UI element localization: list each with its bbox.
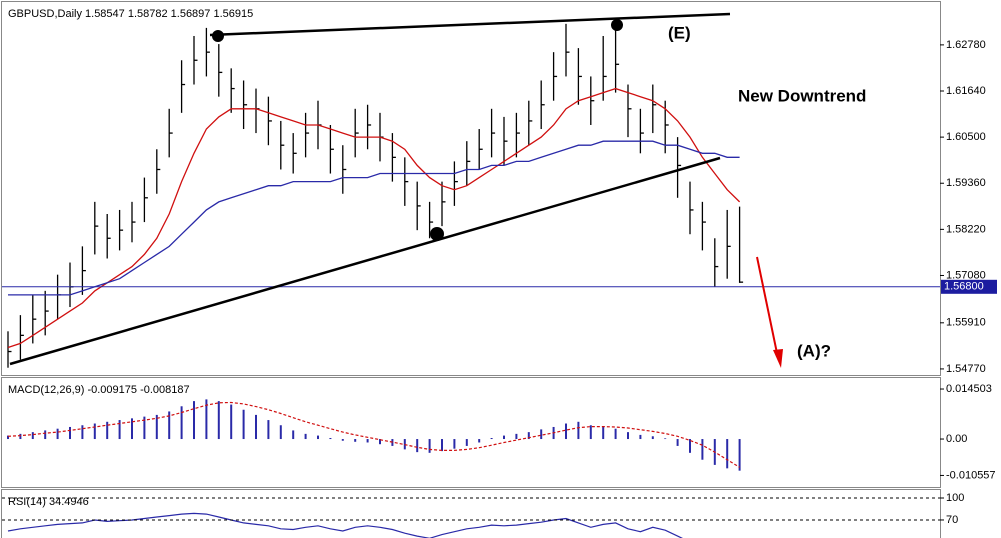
pivot-dot bbox=[611, 19, 623, 31]
y-tick-label: 1.58220 bbox=[946, 223, 986, 235]
annotation: (A)? bbox=[797, 341, 831, 360]
y-tick-label: 0.00 bbox=[946, 433, 967, 445]
upper-trendline bbox=[209, 12, 731, 37]
panel-title: GBPUSD,Daily 1.58547 1.58782 1.56897 1.5… bbox=[8, 8, 253, 20]
rsi-panel bbox=[1, 489, 941, 538]
annotation: New Downtrend bbox=[738, 86, 866, 105]
y-tick-label: 70 bbox=[946, 514, 958, 526]
y-tick-label: 1.61640 bbox=[946, 85, 986, 97]
arrow-shaft bbox=[756, 256, 779, 359]
y-tick-label: 1.59360 bbox=[946, 177, 986, 189]
y-tick-label: -0.010557 bbox=[946, 469, 996, 481]
panel-title: MACD(12,26,9) -0.009175 -0.008187 bbox=[8, 384, 190, 396]
y-tick-label: 100 bbox=[946, 492, 964, 504]
macd-plot bbox=[7, 399, 741, 471]
price-panel bbox=[1, 1, 941, 376]
y-tick-label: 0.014503 bbox=[946, 383, 992, 395]
y-tick-label: 1.62780 bbox=[946, 39, 986, 51]
line bbox=[7, 87, 741, 349]
panel-title: RSI(14) 34.4946 bbox=[8, 496, 89, 508]
y-tick-label: 1.55910 bbox=[946, 317, 986, 329]
annotation: (E) bbox=[668, 23, 691, 42]
y-tick-label: 1.54770 bbox=[946, 363, 986, 375]
line bbox=[7, 401, 740, 468]
y-tick-label: 1.60500 bbox=[946, 131, 986, 143]
trendlines bbox=[9, 12, 783, 368]
arrow-head bbox=[773, 349, 783, 368]
pivot-dot bbox=[430, 227, 444, 241]
line bbox=[8, 140, 740, 296]
price-label-box bbox=[941, 279, 997, 294]
y-tick-label: 1.57080 bbox=[946, 269, 986, 281]
macd-panel bbox=[1, 377, 941, 488]
pivot-dot bbox=[212, 30, 224, 42]
lower-trendline bbox=[9, 156, 721, 366]
price-label: 1.56800 bbox=[944, 281, 984, 293]
price-plot bbox=[7, 23, 744, 368]
